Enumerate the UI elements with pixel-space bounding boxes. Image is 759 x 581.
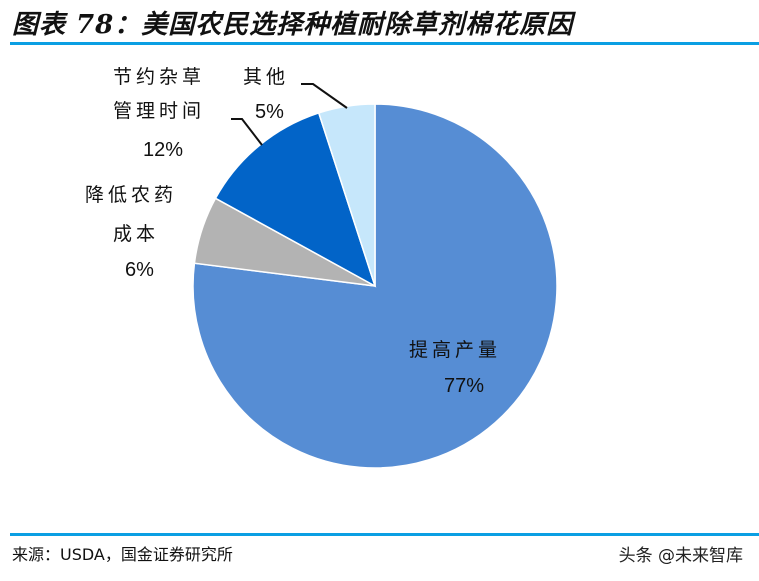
label-weed-line2: 管理时间 bbox=[113, 100, 205, 122]
slice-weed bbox=[214, 111, 377, 288]
label-weed-line1: 节约杂草 bbox=[113, 66, 205, 88]
label-other-pct: 5% bbox=[255, 101, 284, 123]
slice-yield bbox=[192, 103, 558, 469]
label-pesticide-line1: 降低农药 bbox=[85, 184, 177, 206]
source-note: 来源：USDA，国金证券研究所 bbox=[12, 545, 233, 564]
chart-title: 图表 78：美国农民选择种植耐除草剂棉花原因 bbox=[12, 10, 574, 40]
leader-line-weed bbox=[231, 118, 263, 146]
watermark: 头条 @未来智库 bbox=[618, 546, 743, 566]
label-pesticide-pct: 6% bbox=[125, 259, 154, 281]
bottom-rule bbox=[10, 533, 759, 536]
slice-other bbox=[317, 103, 376, 287]
leader-line-other bbox=[301, 83, 348, 109]
top-rule bbox=[10, 42, 759, 45]
pie-slices bbox=[192, 103, 558, 469]
label-weed-pct: 12% bbox=[143, 139, 183, 161]
label-yield-pct: 77% bbox=[444, 375, 484, 397]
label-pesticide-line2: 成本 bbox=[113, 223, 159, 245]
label-other-line1: 其他 bbox=[243, 66, 289, 88]
label-yield-line1: 提高产量 bbox=[409, 339, 501, 361]
